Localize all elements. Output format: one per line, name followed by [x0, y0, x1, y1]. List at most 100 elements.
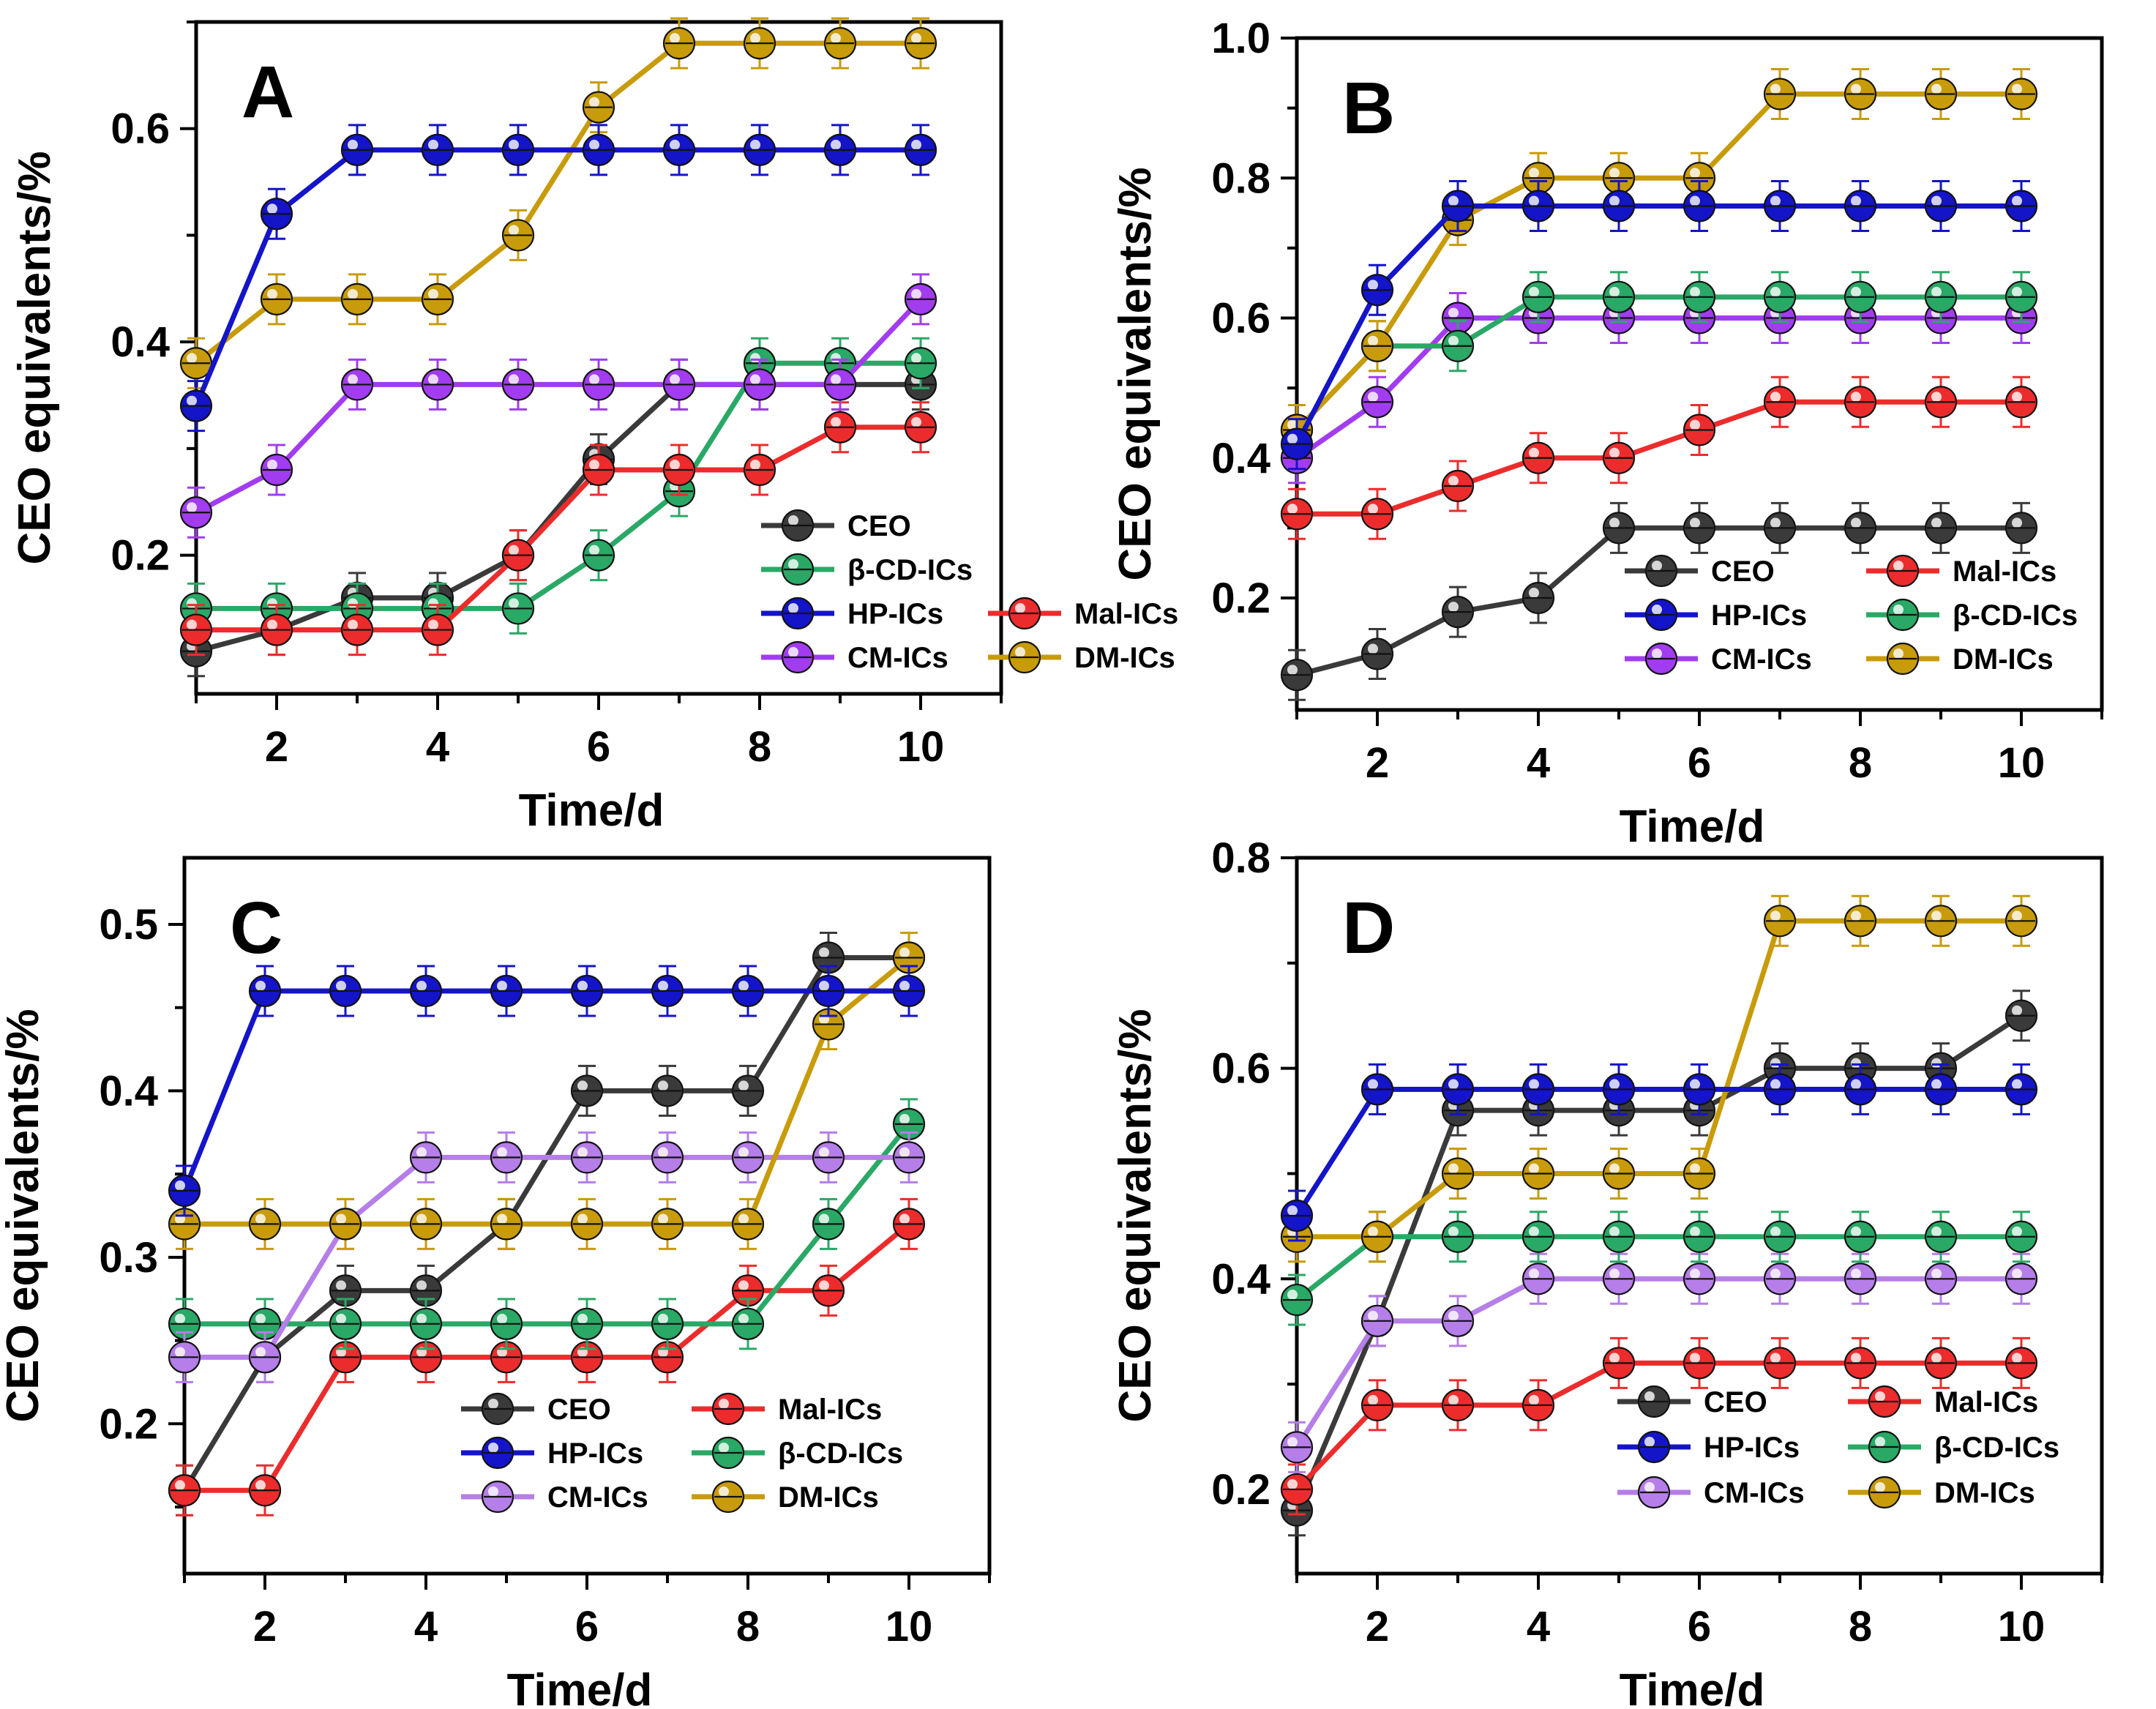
data-point	[823, 368, 857, 401]
data-point	[582, 91, 615, 124]
series-line	[1295, 1234, 2021, 1302]
legend-label: CM-ICs	[1704, 1477, 1805, 1509]
data-point	[421, 283, 454, 315]
data-point	[823, 411, 857, 444]
data-point	[2005, 1263, 2038, 1295]
legend-item-beta-cd-ics: β-CD-ICs	[1866, 598, 2078, 632]
series-line	[181, 988, 909, 1192]
data-point	[1844, 1347, 1877, 1380]
legend-marker	[481, 1480, 514, 1514]
data-point	[260, 283, 293, 315]
data-point	[1924, 1073, 1958, 1106]
legend-marker	[1886, 642, 1920, 676]
data-point	[1602, 1347, 1636, 1380]
data-point	[168, 1341, 201, 1374]
x-tick-label: 8	[1849, 1603, 1872, 1650]
data-point	[1521, 1263, 1555, 1295]
data-point	[904, 411, 937, 444]
data-point	[892, 1208, 926, 1241]
data-point	[662, 133, 696, 166]
data-point	[1924, 512, 1958, 545]
data-point	[340, 613, 374, 646]
data-point	[904, 27, 937, 60]
legend-marker	[1644, 598, 1678, 632]
legend-marker	[1637, 1430, 1671, 1464]
data-point	[260, 198, 293, 231]
data-point	[260, 453, 293, 487]
series-line	[1296, 525, 2021, 678]
panel-label-a: A	[242, 51, 294, 133]
data-point	[179, 347, 213, 380]
legend-item-hp-ics: HP-ICs	[461, 1436, 643, 1470]
data-point	[1602, 512, 1636, 545]
data-point	[1602, 162, 1636, 195]
legend-marker	[1008, 640, 1041, 674]
series-line	[1295, 294, 2021, 432]
data-point	[904, 133, 937, 166]
data-point	[1602, 1263, 1636, 1295]
data-point	[570, 1208, 604, 1241]
legend-label: CM-ICs	[1711, 643, 1812, 676]
legend-label: HP-ICs	[547, 1437, 643, 1470]
data-point	[1763, 1220, 1797, 1253]
y-axis-title: CEO equivalents/%	[1110, 167, 1161, 580]
legend-label: Mal-ICs	[1953, 556, 2056, 588]
data-point	[743, 27, 776, 60]
data-point	[1682, 1220, 1716, 1253]
data-point	[662, 27, 696, 60]
data-point	[1441, 1073, 1475, 1106]
data-point	[651, 1307, 684, 1340]
legend-marker	[1637, 1476, 1671, 1509]
legend-d: CEO Mal-ICs HP-ICs β-CD-ICs CM-ICs DM-ICs	[1617, 1385, 2059, 1509]
series-ceo-b	[1280, 501, 2038, 701]
series-line	[184, 1154, 909, 1360]
data-point	[2005, 386, 2038, 419]
data-point	[731, 1141, 765, 1174]
data-point	[1280, 1431, 1314, 1464]
data-point	[904, 283, 937, 315]
series-dm-ics-d	[1280, 894, 2038, 1263]
panel-label-b: B	[1342, 67, 1395, 149]
legend-item-cm-ics: CM-ICs	[1625, 642, 1812, 676]
data-point	[582, 453, 615, 487]
series-line	[1295, 1086, 2021, 1217]
legend-marker	[781, 509, 815, 542]
legend-item-cm-ics: CM-ICs	[1617, 1476, 1805, 1509]
legend-item-cm-ics: CM-ICs	[761, 640, 948, 674]
data-point	[731, 1208, 765, 1241]
legend-item-dm-ics: DM-ICs	[1848, 1476, 2035, 1509]
data-point	[1844, 1263, 1877, 1295]
legend-item-cm-ics: CM-ICs	[461, 1480, 648, 1514]
y-tick-label: 0.4	[1211, 435, 1270, 482]
data-point	[168, 1474, 201, 1507]
y-tick-label: 0.8	[1211, 834, 1270, 882]
data-point	[1521, 1388, 1555, 1421]
data-point	[1682, 190, 1716, 222]
data-point	[743, 453, 776, 487]
data-point	[1360, 1073, 1394, 1106]
data-point	[570, 974, 604, 1008]
data-point	[582, 539, 615, 572]
data-point	[1844, 1073, 1877, 1106]
data-point	[743, 133, 776, 166]
legend-item-mal-ics: Mal-ICs	[692, 1392, 882, 1426]
data-point	[179, 496, 213, 529]
data-point	[1360, 386, 1394, 419]
data-point	[2005, 905, 2038, 938]
series-line	[193, 147, 921, 407]
data-point	[501, 133, 535, 166]
data-point	[1602, 1220, 1636, 1253]
legend-marker	[1868, 1430, 1901, 1464]
data-point	[2005, 1073, 2038, 1106]
data-point	[1360, 1220, 1394, 1253]
y-tick-label: 1.0	[1211, 15, 1270, 62]
data-point	[1844, 190, 1877, 222]
x-tick-label: 8	[1849, 739, 1872, 787]
x-tick-label: 2	[265, 723, 288, 771]
data-point	[743, 368, 776, 401]
data-point	[570, 1141, 604, 1174]
data-point	[651, 1141, 684, 1174]
legend-label: HP-ICs	[1704, 1432, 1800, 1464]
y-tick-label: 0.4	[99, 1067, 158, 1115]
data-point	[1924, 1347, 1958, 1380]
